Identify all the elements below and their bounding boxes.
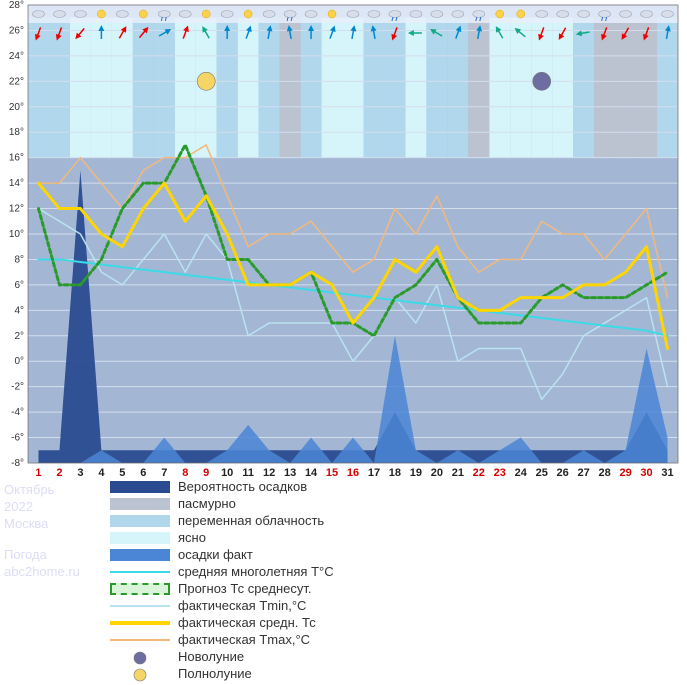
legend-swatch: [110, 498, 170, 510]
legend-swatch: [110, 621, 170, 625]
legend-label: Прогноз Тс среднесут.: [178, 581, 312, 596]
legend-label: пасмурно: [178, 496, 236, 511]
legend: Вероятность осадков пасмурно переменная об…: [110, 478, 670, 682]
side-caption: Октябрь 2022 Москва Погода abc2home.ru: [4, 481, 80, 580]
svg-text:-2°: -2°: [11, 382, 24, 393]
svg-text:20°: 20°: [9, 102, 24, 113]
svg-text:28°: 28°: [9, 0, 24, 11]
svg-text:6°: 6°: [14, 280, 24, 291]
year-label: 2022: [4, 498, 80, 515]
legend-label: фактическая средн. Тс: [178, 615, 316, 630]
svg-text:10°: 10°: [9, 229, 24, 240]
legend-swatch: [110, 651, 170, 663]
legend-swatch: [110, 605, 170, 607]
month-label: Октябрь: [4, 481, 80, 498]
legend-label: переменная облачность: [178, 513, 324, 528]
legend-swatch: [110, 532, 170, 544]
svg-text:0°: 0°: [14, 356, 24, 367]
legend-swatch: [110, 481, 170, 493]
legend-label: Вероятность осадков: [178, 479, 307, 494]
svg-text:16°: 16°: [9, 153, 24, 164]
legend-label: ясно: [178, 530, 206, 545]
svg-text:14°: 14°: [9, 178, 24, 189]
legend-swatch: [110, 571, 170, 573]
legend-swatch: [110, 583, 170, 595]
svg-text:22°: 22°: [9, 76, 24, 87]
site-label-2: abc2home.ru: [4, 563, 80, 580]
city-label: Москва: [4, 515, 80, 532]
legend-swatch: [110, 639, 170, 641]
svg-text:18°: 18°: [9, 127, 24, 138]
legend-label: фактическая Tmax,°C: [178, 632, 310, 647]
legend-label: фактическая Tmin,°C: [178, 598, 306, 613]
svg-text:3: 3: [77, 467, 83, 479]
svg-text:12°: 12°: [9, 204, 24, 215]
svg-text:-4°: -4°: [11, 407, 24, 418]
site-label-1: Погода: [4, 546, 80, 563]
legend-swatch: [110, 515, 170, 527]
legend-label: Полнолуние: [178, 666, 252, 681]
svg-text:2: 2: [56, 467, 62, 479]
legend-label: осадки факт: [178, 547, 253, 562]
svg-text:24°: 24°: [9, 51, 24, 62]
svg-text:8°: 8°: [14, 254, 24, 265]
svg-text:-8°: -8°: [11, 458, 24, 469]
svg-text:1: 1: [35, 467, 41, 479]
svg-text:4: 4: [98, 467, 105, 479]
svg-text:26°: 26°: [9, 25, 24, 36]
legend-label: средняя многолетняя T°C: [178, 564, 334, 579]
svg-text:-6°: -6°: [11, 433, 24, 444]
legend-swatch: [110, 668, 170, 680]
svg-text:4°: 4°: [14, 305, 24, 316]
legend-label: Новолуние: [178, 649, 244, 664]
legend-swatch: [110, 549, 170, 561]
svg-text:2°: 2°: [14, 331, 24, 342]
